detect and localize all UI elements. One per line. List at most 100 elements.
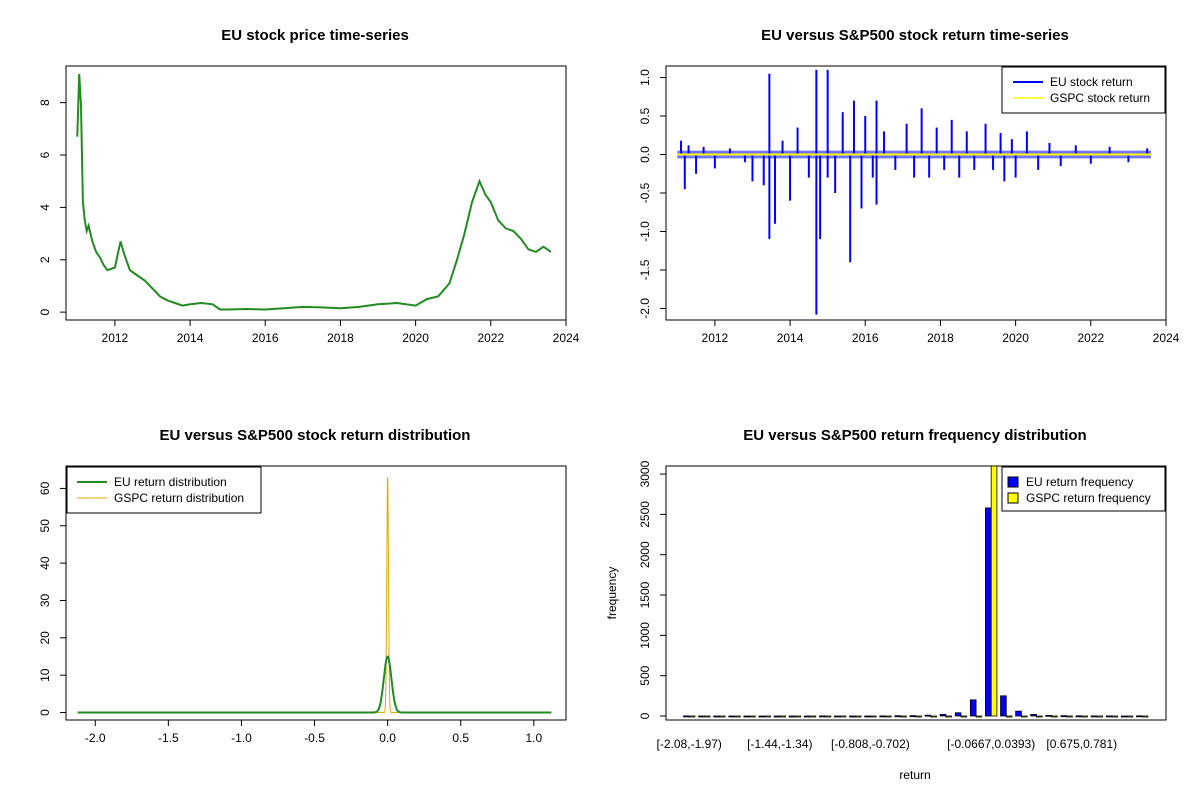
- eu-freq-bar-12: [864, 715, 871, 718]
- p4-ytick-label-2: 1000: [638, 622, 652, 649]
- gspc-freq-bar-3: [734, 715, 741, 718]
- eu-freq-bar-30: [1136, 715, 1143, 718]
- legend-swatch-eu-freq: [1007, 476, 1019, 488]
- p1-xtick-label-6: 2024: [553, 331, 580, 345]
- gspc-freq-bar-23: [1036, 715, 1043, 718]
- gspc-freq-bar-29: [1126, 715, 1134, 718]
- eu-freq-bar-7: [788, 715, 796, 718]
- p2-xtick-label-2: 2016: [852, 331, 879, 345]
- gspc-freq-bar-7: [794, 715, 802, 718]
- gspc-freq-bar-14: [900, 715, 907, 718]
- p1-ytick-label-1: 2: [38, 256, 52, 263]
- p3-ytick-label-3: 30: [38, 593, 52, 607]
- eu-freq-bar-20: [985, 507, 992, 717]
- gspc-freq-bar-28: [1111, 715, 1119, 718]
- gspc-freq-bar-6: [779, 715, 786, 718]
- panel4-ylabel: frequency: [605, 567, 619, 620]
- p2-xtick-label-4: 2020: [1002, 331, 1029, 345]
- p2-xtick-label-5: 2022: [1077, 331, 1104, 345]
- p2-xtick-label-0: 2012: [702, 331, 729, 345]
- p3-xtick-label-2: -1.0: [231, 731, 252, 745]
- gspc-freq-bar-4: [749, 715, 756, 718]
- p3-xtick-label-1: -1.5: [158, 731, 179, 745]
- gspc-freq-bar-1: [703, 715, 711, 718]
- p3-xtick-label-5: 0.5: [452, 731, 469, 745]
- eu-freq-bar-15: [909, 715, 917, 718]
- p2-xtick-label-6: 2024: [1153, 331, 1180, 345]
- panel-return-distribution: EU versus S&P500 stock return distributi…: [38, 427, 567, 745]
- legend-label-eu-freq: EU return frequency: [1026, 475, 1133, 489]
- eu-freq-bar-18: [954, 712, 962, 717]
- eu-freq-bar-14: [894, 715, 902, 718]
- gspc-freq-bar-15: [915, 715, 922, 718]
- p1-xtick-label-0: 2012: [102, 331, 129, 345]
- gspc-density-curve: [358, 477, 417, 713]
- gspc-freq-bar-19: [975, 715, 983, 718]
- gspc-freq-bar-9: [824, 715, 832, 718]
- p3-ytick-label-2: 20: [38, 631, 52, 645]
- p4-xtick-label-3: [-0.0667,0.0393): [947, 737, 1035, 751]
- eu-freq-bar-2: [713, 715, 720, 718]
- p2-ytick-label-6: 1.0: [638, 69, 652, 86]
- p3-ytick-label-6: 60: [38, 481, 52, 495]
- eu-freq-bar-0: [683, 715, 690, 718]
- panel-return-timeseries: EU versus S&P500 stock return time-serie…: [638, 27, 1179, 345]
- p1-xtick-label-1: 2014: [177, 331, 204, 345]
- p4-ytick-label-4: 2000: [638, 541, 652, 568]
- p4-ytick-label-6: 3000: [638, 460, 652, 487]
- gspc-freq-bar-26: [1081, 715, 1088, 718]
- eu-freq-bar-19: [969, 699, 977, 717]
- p4-ytick-label-0: 0: [638, 712, 652, 719]
- panel4-legend-box: [1001, 466, 1166, 512]
- gspc-freq-bar-13: [885, 715, 892, 718]
- gspc-freq-bar-2: [719, 715, 726, 718]
- eu-freq-bar-11: [849, 715, 856, 718]
- legend-swatch-gspc-freq: [1007, 492, 1019, 504]
- panel3-plot-box: [65, 465, 567, 721]
- eu-freq-bar-8: [803, 715, 811, 718]
- panel-return-frequency: EU versus S&P500 return frequency distri…: [605, 427, 1167, 782]
- p3-xtick-label-4: 0.0: [379, 731, 396, 745]
- eu-density-curve: [77, 655, 552, 714]
- gspc-freq-bar-24: [1051, 715, 1058, 718]
- eu-freq-bar-25: [1060, 715, 1068, 718]
- panel-eu-price: EU stock price time-series 2012 2014 2016 2…: [38, 27, 579, 345]
- gspc-freq-bar-25: [1066, 715, 1073, 718]
- gspc-freq-bar-12: [870, 715, 877, 718]
- eu-freq-bar-9: [818, 715, 826, 718]
- p1-ytick-label-2: 4: [38, 204, 52, 211]
- eu-freq-bar-22: [1015, 710, 1022, 717]
- p1-xtick-label-3: 2018: [327, 331, 354, 345]
- gspc-freq-bar-0: [688, 715, 696, 718]
- p2-ytick-label-5: 0.5: [638, 107, 652, 124]
- gspc-freq-bar-8: [809, 715, 817, 718]
- eu-freq-bar-4: [743, 715, 751, 718]
- panel4-title: EU versus S&P500 return frequency distri…: [743, 427, 1086, 444]
- panel3-title: EU versus S&P500 stock return distributi…: [160, 427, 471, 444]
- panel2-title: EU versus S&P500 stock return time-serie…: [761, 27, 1069, 44]
- legend-label-gspc-freq: GSPC return frequency: [1026, 491, 1151, 505]
- legend-label-gspc-return: GSPC stock return: [1050, 91, 1150, 105]
- gspc-freq-bar-30: [1141, 715, 1149, 718]
- eu-freq-bar-24: [1045, 714, 1052, 717]
- p3-ytick-label-1: 10: [38, 668, 52, 682]
- p2-ytick-label-3: -0.5: [638, 182, 652, 203]
- eu-price-line: [76, 73, 552, 311]
- gspc-freq-bar-18: [960, 715, 968, 718]
- p4-ytick-label-3: 1500: [638, 581, 652, 608]
- p1-xtick-label-2: 2016: [252, 331, 279, 345]
- gspc-freq-bar-11: [854, 715, 862, 718]
- panel4-xlabel: return: [899, 768, 930, 782]
- p2-ytick-label-1: -1.5: [638, 259, 652, 280]
- p2-xtick-label-3: 2018: [927, 331, 954, 345]
- gspc-freq-bar-20: [990, 465, 998, 717]
- p1-ytick-label-3: 6: [38, 151, 52, 158]
- eu-freq-bar-10: [834, 715, 841, 718]
- eu-freq-bar-13: [879, 715, 886, 718]
- panel4-legend: EU return frequency GSPC return frequenc…: [1001, 466, 1166, 512]
- panel4-plot-box: [665, 465, 1167, 721]
- gspc-freq-bar-17: [945, 715, 953, 718]
- p4-xtick-label-4: [0.675,0.781): [1046, 737, 1117, 751]
- p1-ytick-label-0: 0: [38, 308, 52, 315]
